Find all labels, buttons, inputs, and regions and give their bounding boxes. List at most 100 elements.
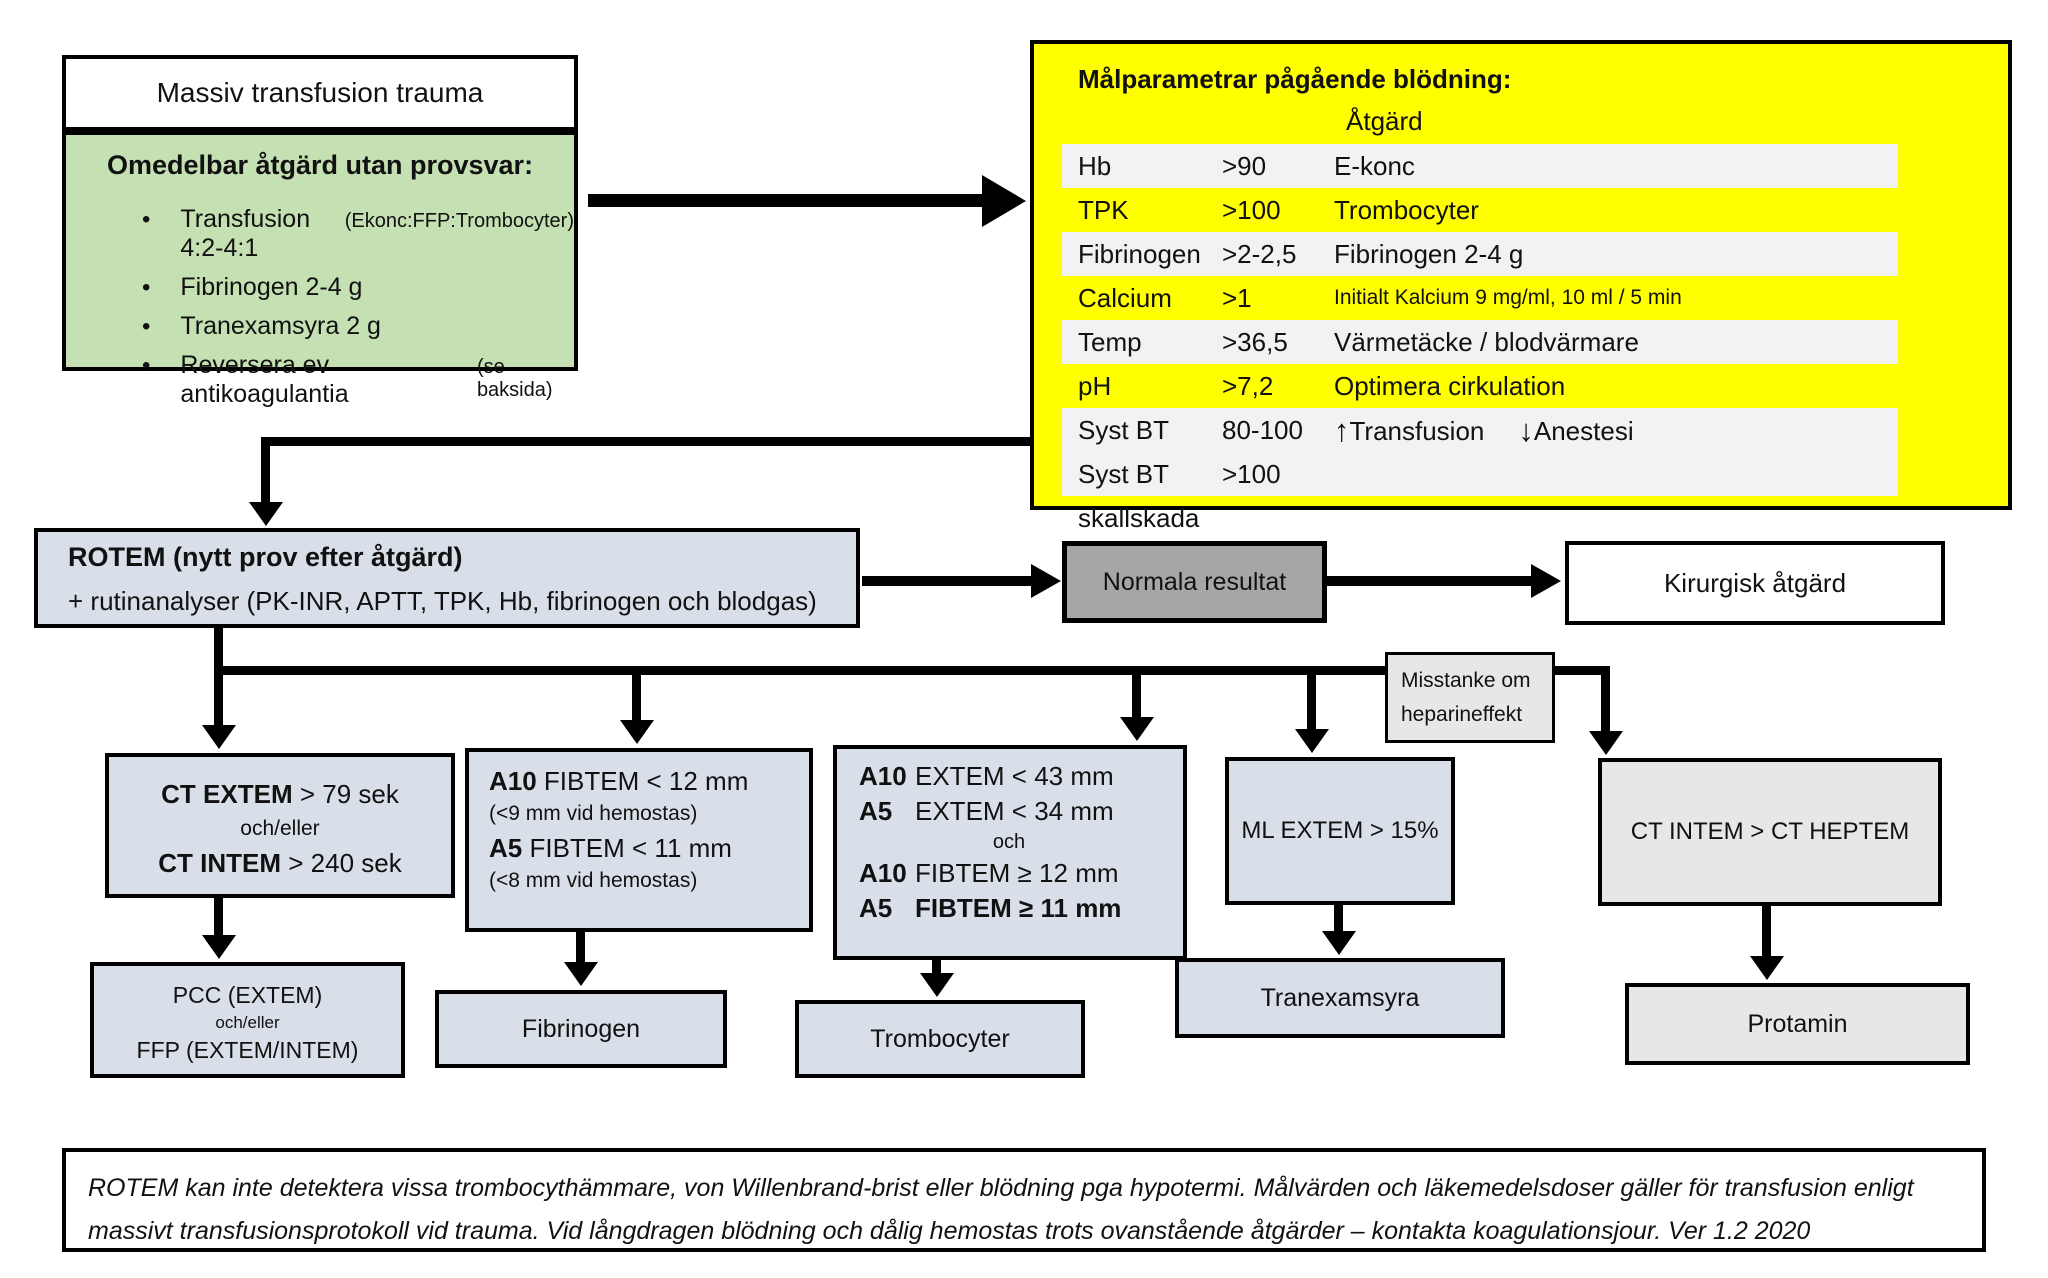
arrow-to-ct-intem — [1601, 666, 1610, 732]
table-row: Calcium >1 Initialt Kalcium 9 mg/ml, 10 … — [1062, 276, 1898, 320]
param-cell: Calcium — [1078, 283, 1172, 313]
tranexamsyra-action-box: Tranexamsyra — [1175, 958, 1505, 1038]
action-up-label: Transfusion — [1349, 416, 1485, 446]
action-cell: Optimera cirkulation — [1334, 371, 1566, 401]
tranexamsyra-label: Tranexamsyra — [1260, 983, 1420, 1012]
page-title: Massiv transfusion trauma — [156, 77, 484, 108]
criteria-bold: A10 — [489, 766, 537, 796]
arrow-up-icon: ↑ — [1334, 413, 1350, 448]
table-row: Syst BT 80-100 ↑Transfusion ↓Anestesi — [1062, 408, 1898, 452]
criteria-rest: > 79 sek — [292, 779, 399, 809]
target-parameters-table: Hb >90 E-konc TPK >100 Trombocyter Fibri… — [1062, 144, 1898, 533]
rotem-title: ROTEM (nytt prov efter åtgärd) — [68, 542, 463, 572]
connector-targets-to-rotem-horizontal — [265, 437, 1030, 446]
bullet-note: (se baksida) — [476, 356, 553, 401]
target-cell: >1 — [1222, 283, 1252, 313]
immediate-actions-heading: Omedelbar åtgärd utan provsvar: — [106, 150, 534, 180]
action-cell — [1334, 452, 1898, 496]
normala-resultat-box: Normala resultat — [1062, 541, 1327, 623]
branch-distribution-line — [214, 666, 1390, 675]
criteria-bold: CT EXTEM — [161, 779, 293, 809]
bullet-text: Tranexamsyra 2 g — [180, 312, 381, 340]
table-row: Syst BT skallskada >100 — [1062, 452, 1898, 533]
ct-extem-criteria-box: CT EXTEM > 79 sek och/eller CT INTEM > 2… — [105, 753, 455, 898]
arrow-rotem-to-normala — [862, 576, 1032, 586]
ml-extem-label: ML EXTEM > 15% — [1241, 817, 1439, 844]
target-parameters-heading: Målparametrar pågående blödning: — [1078, 64, 1512, 94]
table-row: Temp >36,5 Värmetäcke / blodvärmare — [1062, 320, 1898, 364]
pcc-label: PCC (EXTEM) — [172, 982, 323, 1008]
protamin-action-box: Protamin — [1625, 983, 1970, 1065]
arrow-to-trombocyter — [932, 955, 941, 974]
target-cell: >100 — [1222, 195, 1281, 225]
criteria-line: A10 FIBTEM < 12 mm — [489, 766, 809, 797]
immediate-actions-box: Omedelbar åtgärd utan provsvar: • Transf… — [62, 131, 578, 408]
arrow-to-ml-extem — [1307, 666, 1316, 730]
bullet-text: Fibrinogen 2-4 g — [180, 273, 363, 301]
action-down-label: Anestesi — [1533, 416, 1634, 446]
criteria-bold: A10 — [859, 858, 907, 888]
criteria-line: A5 EXTEM < 34 mm — [859, 796, 1183, 827]
bullet-icon: • — [142, 206, 151, 233]
table-row: Fibrinogen >2-2,5 Fibrinogen 2-4 g — [1062, 232, 1898, 276]
criteria-line: A10 FIBTEM ≥ 12 mm — [859, 858, 1183, 889]
rotem-branch-stem — [214, 628, 223, 674]
arrow-to-tranexamsyra — [1334, 903, 1343, 932]
arrow-down-icon: ↓ — [1518, 413, 1534, 448]
title-box: Massiv transfusion trauma — [62, 55, 578, 131]
footnote-box: ROTEM kan inte detektera vissa trombocyt… — [62, 1148, 1986, 1252]
criteria-rest: FIBTEM ≥ 11 mm — [915, 893, 1122, 923]
criteria-rest: FIBTEM < 12 mm — [536, 766, 749, 796]
action-cell: Trombocyter — [1334, 195, 1479, 225]
criteria-bold: A10 — [859, 761, 907, 791]
misstanke-stub-line — [1548, 666, 1610, 675]
criteria-line: A5 FIBTEM ≥ 11 mm — [859, 893, 1183, 924]
footnote-line: ROTEM kan inte detektera vissa trombocyt… — [88, 1174, 1914, 1202]
param-cell: Hb — [1078, 151, 1112, 181]
criteria-note: (<8 mm vid hemostas) — [489, 869, 698, 892]
table-row: TPK >100 Trombocyter — [1062, 188, 1898, 232]
criteria-line: CT INTEM > 240 sek — [158, 848, 401, 879]
criteria-line: A10 EXTEM < 43 mm — [859, 761, 1183, 792]
action-cell: Värmetäcke / blodvärmare — [1334, 327, 1639, 357]
arrow-green-to-targets — [588, 194, 983, 207]
misstanke-line: heparineffekt — [1401, 702, 1523, 726]
extem-criteria-box: A10 EXTEM < 43 mm A5 EXTEM < 34 mm och A10… — [833, 745, 1187, 960]
rotem-box: ROTEM (nytt prov efter åtgärd) + rutinan… — [34, 528, 860, 628]
kirurgisk-atgard-box: Kirurgisk åtgärd — [1565, 541, 1945, 625]
ffp-label: FFP (EXTEM/INTEM) — [136, 1037, 359, 1063]
criteria-rest: > 240 sek — [281, 848, 402, 878]
action-cell: ↑Transfusion ↓Anestesi — [1334, 408, 1898, 452]
footnote-line: massivt transfusionsprotokoll vid trauma… — [88, 1216, 1811, 1245]
action-cell: Fibrinogen 2-4 g — [1334, 239, 1524, 269]
ct-intem-label: CT INTEM > CT HEPTEM — [1630, 818, 1910, 845]
criteria-rest: EXTEM < 34 mm — [915, 796, 1114, 826]
criteria-connector-text: och/eller — [240, 817, 320, 840]
target-parameters-box: Målparametrar pågående blödning: Åtgärd … — [1030, 40, 2012, 533]
criteria-bold: CT INTEM — [158, 848, 282, 878]
target-cell: >100 — [1222, 459, 1281, 489]
fibrinogen-action-box: Fibrinogen — [435, 990, 727, 1068]
param-cell: Syst BT skallskada — [1078, 459, 1200, 533]
bullet-icon: • — [142, 352, 151, 379]
ct-intem-criteria-box: CT INTEM > CT HEPTEM — [1598, 758, 1942, 906]
criteria-connector-text: och — [992, 831, 1026, 853]
rotem-subtitle: + rutinanalyser (PK-INR, APTT, TPK, Hb, … — [68, 586, 817, 616]
list-item: • Tranexamsyra 2 g — [142, 312, 574, 341]
criteria-bold: A5 — [489, 833, 523, 863]
immediate-actions-list: • Transfusion 4:2-4:1 (Ekonc:FFP:Tromboc… — [66, 205, 574, 409]
target-cell: >90 — [1222, 151, 1267, 181]
param-cell: Syst BT — [1078, 415, 1170, 445]
normala-resultat-label: Normala resultat — [1102, 567, 1287, 596]
protamin-label: Protamin — [1747, 1009, 1848, 1038]
trombocyter-action-box: Trombocyter — [795, 1000, 1085, 1078]
criteria-rest: FIBTEM < 11 mm — [522, 833, 732, 863]
fibrinogen-label: Fibrinogen — [521, 1014, 641, 1043]
param-cell: Fibrinogen — [1078, 239, 1201, 269]
arrow-to-ct-extem — [214, 666, 223, 726]
bullet-icon: • — [142, 274, 151, 301]
target-cell: >36,5 — [1222, 327, 1288, 357]
criteria-line: CT EXTEM > 79 sek — [161, 779, 399, 810]
target-cell: 80-100 — [1222, 415, 1303, 445]
target-cell: >2-2,5 — [1222, 239, 1297, 269]
